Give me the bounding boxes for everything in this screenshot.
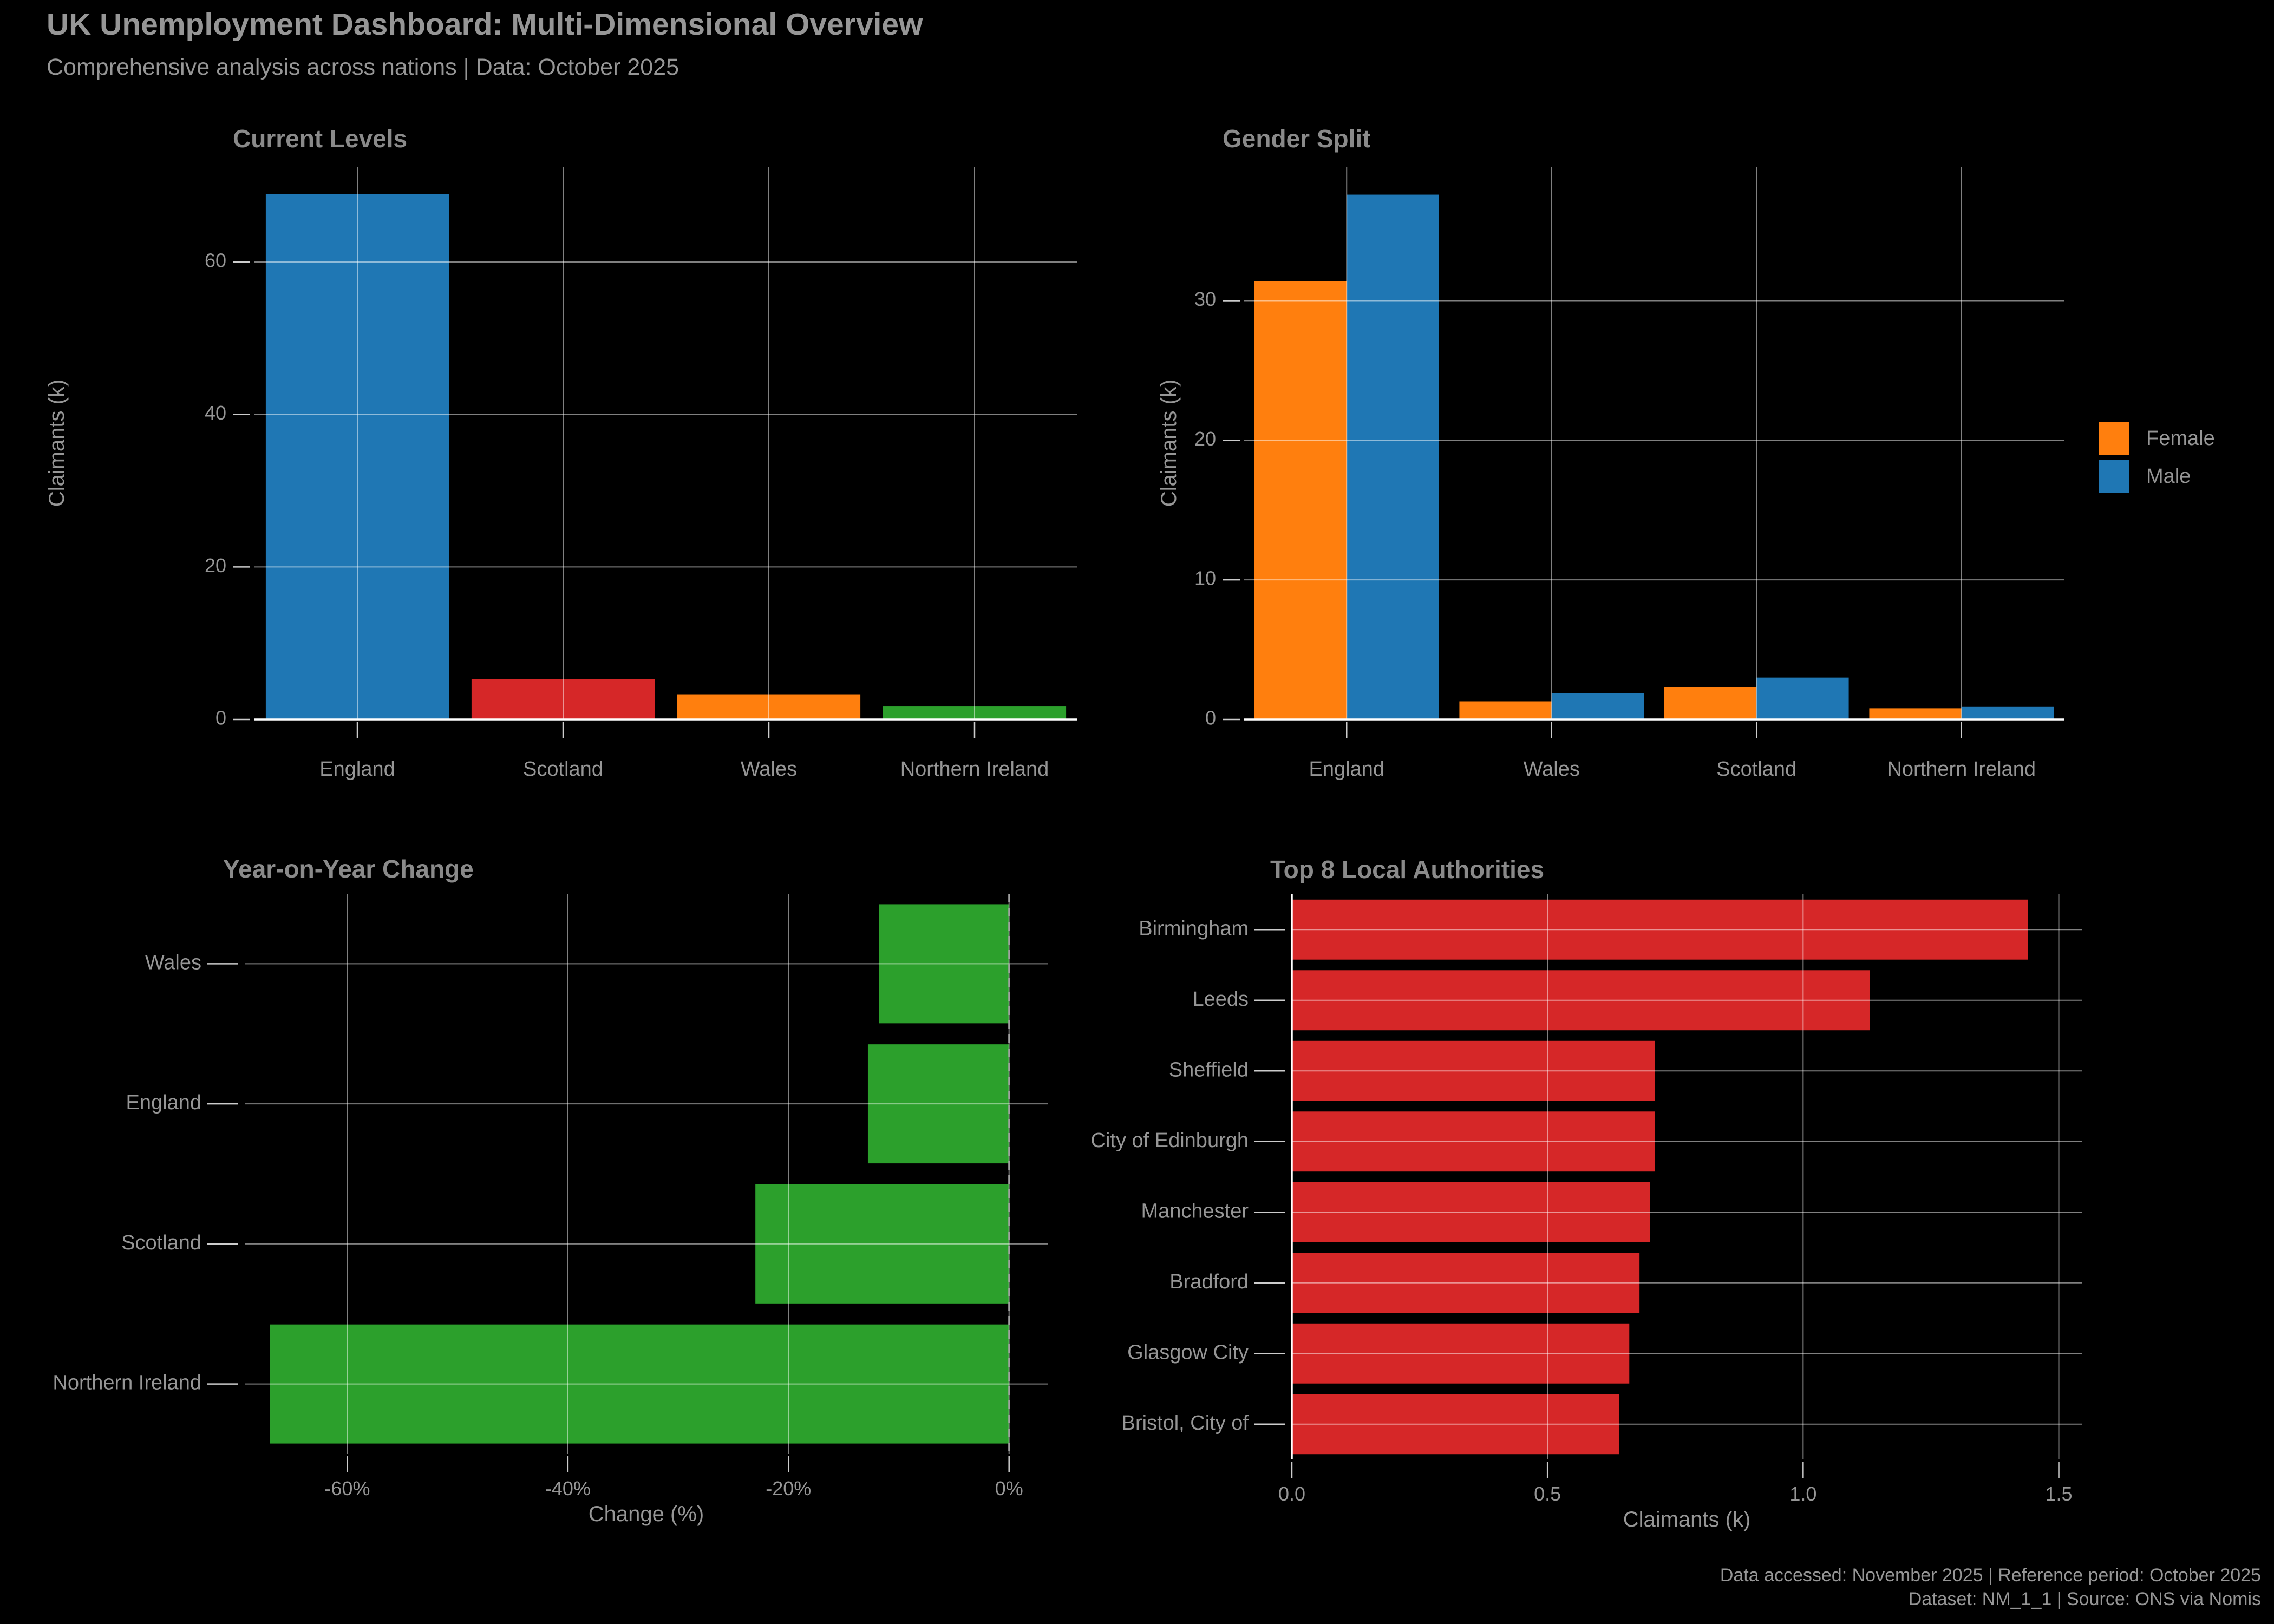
x-axis-label: Change (%) <box>589 1502 704 1526</box>
category-label-england: England <box>126 1091 201 1114</box>
chart-title: Current Levels <box>233 125 407 153</box>
footer-line-2: Dataset: NM_1_1 | Source: ONS via Nomis <box>1908 1589 2261 1610</box>
category-label-city-of-edinburgh: City of Edinburgh <box>1091 1129 1249 1152</box>
category-label-england: England <box>1309 758 1384 781</box>
legend-item-male: Male <box>2099 460 2215 493</box>
legend-swatch-female <box>2099 422 2129 455</box>
category-label-wales: Wales <box>145 951 201 974</box>
page-subtitle: Comprehensive analysis across nations | … <box>47 54 679 80</box>
category-label-northern-ireland: Northern Ireland <box>53 1372 201 1394</box>
chart-current-levels: 0 20 40 60 England Scotland Wales Northern Irel… <box>45 125 1077 781</box>
x-axis-label: Claimants (k) <box>1623 1508 1751 1531</box>
category-label-northern-ireland: Northern Ireland <box>900 758 1049 781</box>
xtick-label--40: -40% <box>545 1477 591 1499</box>
legend: Female Male <box>2099 422 2215 493</box>
legend-item-female: Female <box>2099 422 2215 455</box>
xtick-label--60: -60% <box>324 1477 370 1499</box>
chart-title: Year-on-Year Change <box>223 855 474 883</box>
category-label-scotland: Scotland <box>523 758 603 781</box>
bar-scotland-female <box>1664 687 1757 719</box>
category-label-wales: Wales <box>741 758 797 781</box>
category-label-manchester: Manchester <box>1141 1200 1249 1222</box>
bar-northern-ireland-male <box>1961 706 2054 719</box>
category-label-northern-ireland: Northern Ireland <box>1887 758 2036 781</box>
category-label-bristol-city-of: Bristol, City of <box>1122 1412 1249 1435</box>
category-label-birmingham: Birmingham <box>1139 917 1249 940</box>
ytick-label-60: 60 <box>205 250 226 272</box>
category-label-sheffield: Sheffield <box>1169 1058 1249 1081</box>
ytick-label-20: 20 <box>1194 428 1216 450</box>
ytick-label-10: 10 <box>1194 567 1216 590</box>
category-label-glasgow-city: Glasgow City <box>1127 1341 1249 1364</box>
category-label-leeds: Leeds <box>1192 988 1249 1011</box>
legend-label-male: Male <box>2146 464 2191 488</box>
xtick-label-0: 0% <box>995 1477 1023 1499</box>
bar-wales-female <box>1459 701 1552 719</box>
category-label-bradford: Bradford <box>1169 1271 1249 1293</box>
category-label-scotland: Scotland <box>121 1232 201 1254</box>
y-axis-label: Claimants (k) <box>45 379 69 507</box>
legend-swatch-male <box>2099 460 2129 493</box>
xtick-label-1: 1.0 <box>1789 1483 1816 1505</box>
xtick-label-1.5: 1.5 <box>2045 1483 2072 1505</box>
ytick-label-20: 20 <box>205 554 226 577</box>
chart-gender-split: 0 10 20 30 England Wales Scotland Northern Irel… <box>1157 125 2064 781</box>
xtick-label--20: -20% <box>766 1477 811 1499</box>
category-label-scotland: Scotland <box>1716 758 1796 781</box>
footer: Data accessed: November 2025 | Reference… <box>1720 1563 2261 1611</box>
footer-line-1: Data accessed: November 2025 | Reference… <box>1720 1565 2261 1586</box>
xtick-label-0: 0.0 <box>1278 1483 1305 1505</box>
bar-wales-male <box>1551 693 1644 719</box>
chart-top-8-local-authorities: Birmingham Leeds Sheffield City of Edinburg… <box>1091 855 2082 1531</box>
category-label-england: England <box>319 758 395 781</box>
xtick-label-0.5: 0.5 <box>1534 1483 1561 1505</box>
ytick-label-30: 30 <box>1194 288 1216 310</box>
chart-year-on-year-change: Wales England Scotland Northern Ireland -60%… <box>53 855 1048 1526</box>
bar-england-female <box>1254 281 1347 719</box>
category-label-wales: Wales <box>1524 758 1580 781</box>
bar-scotland-male <box>1756 677 1849 719</box>
ytick-label-0: 0 <box>215 707 226 729</box>
chart-title: Gender Split <box>1223 125 1370 153</box>
ytick-label-40: 40 <box>205 402 226 424</box>
legend-label-female: Female <box>2146 427 2215 450</box>
chart-title: Top 8 Local Authorities <box>1270 855 1544 883</box>
page-title: UK Unemployment Dashboard: Multi-Dimensi… <box>47 7 923 42</box>
bar-england-male <box>1347 194 1439 719</box>
bar-northern-ireland-female <box>1869 708 1962 719</box>
ytick-label-0: 0 <box>1205 707 1216 729</box>
y-axis-label: Claimants (k) <box>1157 379 1181 507</box>
